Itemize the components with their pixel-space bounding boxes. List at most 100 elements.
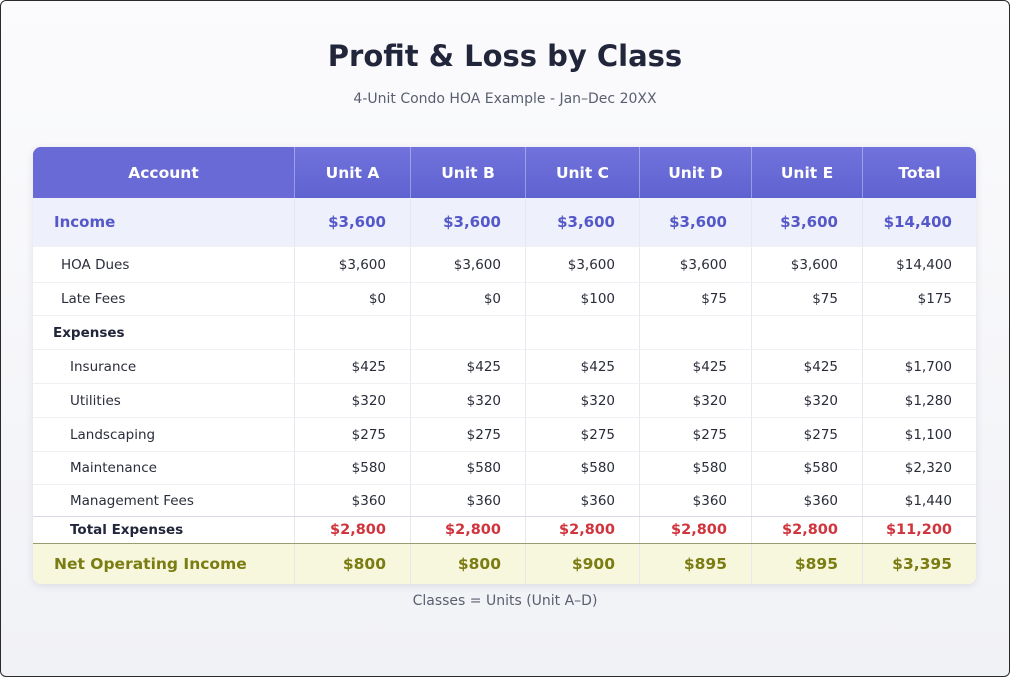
title: Profit & Loss by Class bbox=[327, 39, 683, 73]
account-cell: Account bbox=[33, 147, 294, 198]
value-cell: $2,800 bbox=[410, 517, 525, 543]
value-cell: $1,100 bbox=[862, 418, 976, 451]
value-cell: $895 bbox=[751, 544, 862, 584]
value-cell: $895 bbox=[639, 544, 751, 584]
value-cell: $175 bbox=[862, 283, 976, 315]
value-cell: $1,280 bbox=[862, 384, 976, 417]
value-cell: $320 bbox=[639, 384, 751, 417]
value-cell bbox=[525, 316, 639, 349]
value-cell: $3,600 bbox=[294, 247, 410, 282]
value-cell: $100 bbox=[525, 283, 639, 315]
value-cell: $2,800 bbox=[751, 517, 862, 543]
value-cell: Unit C bbox=[525, 147, 639, 198]
value-cell: Unit E bbox=[751, 147, 862, 198]
expense-line: Insurance $425 $425 $425 $425 $425 $1,700 bbox=[33, 349, 976, 383]
value-cell: $3,600 bbox=[525, 247, 639, 282]
value-cell: $2,800 bbox=[525, 517, 639, 543]
value-cell: Unit D bbox=[639, 147, 751, 198]
value-cell: $275 bbox=[410, 418, 525, 451]
value-cell: $0 bbox=[294, 283, 410, 315]
value-cell: $360 bbox=[525, 485, 639, 516]
value-cell: $800 bbox=[410, 544, 525, 584]
value-cell: $2,800 bbox=[639, 517, 751, 543]
value-cell: $3,395 bbox=[862, 544, 976, 584]
account-cell: HOA Dues bbox=[61, 256, 130, 273]
value-cell: $2,320 bbox=[862, 452, 976, 484]
value-cell: $425 bbox=[751, 350, 862, 383]
account-cell: Utilities bbox=[70, 392, 121, 409]
value-cell: $360 bbox=[639, 485, 751, 516]
net-income-row: Net Operating Income $800 $800 $900 $895 $895… bbox=[33, 543, 976, 584]
value-cell: $580 bbox=[410, 452, 525, 484]
value-cell: $275 bbox=[639, 418, 751, 451]
total-expenses-row: Total Expenses $2,800 $2,800 $2,800 $2,800 $2… bbox=[33, 516, 976, 543]
account-cell: Expenses bbox=[53, 324, 125, 341]
income-row: Income $3,600 $3,600 $3,600 $3,600 $3,600 $14,… bbox=[33, 198, 976, 246]
expense-line: Utilities $320 $320 $320 $320 $320 $1,280 bbox=[33, 383, 976, 417]
value-cell: $11,200 bbox=[862, 517, 976, 543]
account-cell: Income bbox=[54, 213, 116, 231]
value-cell bbox=[862, 316, 976, 349]
income-line: HOA Dues $3,600 $3,600 $3,600 $3,600 $3,600 $1… bbox=[33, 246, 976, 282]
value-cell: Total bbox=[862, 147, 976, 198]
value-cell: $75 bbox=[639, 283, 751, 315]
expenses-label-row: Expenses bbox=[33, 315, 976, 349]
pl-table: Account Unit A Unit B Unit C Unit D Unit E Tot… bbox=[33, 147, 976, 584]
value-cell: $320 bbox=[410, 384, 525, 417]
value-cell: $800 bbox=[294, 544, 410, 584]
value-cell: $360 bbox=[294, 485, 410, 516]
value-cell: Unit A bbox=[294, 147, 410, 198]
value-cell bbox=[751, 316, 862, 349]
value-cell: $3,600 bbox=[525, 198, 639, 246]
subtitle: 4-Unit Condo HOA Example - Jan–Dec 20XX bbox=[353, 91, 657, 107]
value-cell: $3,600 bbox=[639, 247, 751, 282]
header-row: Account Unit A Unit B Unit C Unit D Unit E Tot… bbox=[33, 147, 976, 198]
value-cell: $580 bbox=[751, 452, 862, 484]
expense-line: Maintenance $580 $580 $580 $580 $580 $2,320 bbox=[33, 451, 976, 484]
value-cell: $1,440 bbox=[862, 485, 976, 516]
value-cell: $320 bbox=[751, 384, 862, 417]
value-cell bbox=[294, 316, 410, 349]
expense-line: Landscaping $275 $275 $275 $275 $275 $1,100 bbox=[33, 417, 976, 451]
footnote: Classes = Units (Unit A–D) bbox=[412, 593, 598, 609]
value-cell: Unit B bbox=[410, 147, 525, 198]
value-cell: $320 bbox=[525, 384, 639, 417]
value-cell: $3,600 bbox=[751, 198, 862, 246]
value-cell: $14,400 bbox=[862, 247, 976, 282]
account-cell: Management Fees bbox=[70, 492, 194, 509]
value-cell: $360 bbox=[410, 485, 525, 516]
value-cell: $275 bbox=[294, 418, 410, 451]
account-cell: Maintenance bbox=[70, 460, 157, 476]
value-cell: $900 bbox=[525, 544, 639, 584]
value-cell: $3,600 bbox=[294, 198, 410, 246]
value-cell: $580 bbox=[525, 452, 639, 484]
value-cell: $3,600 bbox=[410, 247, 525, 282]
value-cell: $580 bbox=[294, 452, 410, 484]
value-cell bbox=[410, 316, 525, 349]
value-cell: $580 bbox=[639, 452, 751, 484]
value-cell: $360 bbox=[751, 485, 862, 516]
value-cell: $425 bbox=[525, 350, 639, 383]
expense-line: Management Fees $360 $360 $360 $360 $360 $1,44… bbox=[33, 484, 976, 516]
value-cell: $425 bbox=[410, 350, 525, 383]
value-cell: $3,600 bbox=[410, 198, 525, 246]
value-cell: $1,700 bbox=[862, 350, 976, 383]
value-cell: $425 bbox=[639, 350, 751, 383]
value-cell: $275 bbox=[751, 418, 862, 451]
value-cell: $320 bbox=[294, 384, 410, 417]
value-cell bbox=[639, 316, 751, 349]
account-cell: Total Expenses bbox=[70, 522, 184, 538]
account-cell: Insurance bbox=[70, 358, 137, 375]
account-cell: Late Fees bbox=[61, 291, 126, 307]
value-cell: $2,800 bbox=[294, 517, 410, 543]
value-cell: $14,400 bbox=[862, 198, 976, 246]
account-cell: Landscaping bbox=[70, 426, 156, 443]
value-cell: $3,600 bbox=[639, 198, 751, 246]
value-cell: $0 bbox=[410, 283, 525, 315]
value-cell: $275 bbox=[525, 418, 639, 451]
account-cell: Net Operating Income bbox=[54, 555, 247, 573]
value-cell: $425 bbox=[294, 350, 410, 383]
value-cell: $3,600 bbox=[751, 247, 862, 282]
value-cell: $75 bbox=[751, 283, 862, 315]
